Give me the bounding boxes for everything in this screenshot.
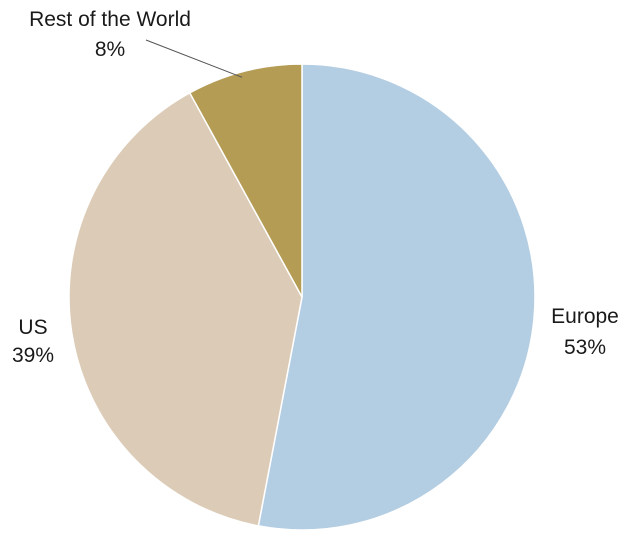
- pie-slice-rest-of-the-world: [188, 63, 303, 298]
- pie-slices: [68, 63, 536, 531]
- leader-lines: [145, 39, 243, 78]
- pie-slice-europe: [257, 63, 536, 531]
- slice-label-rest-of-the-world: Rest of the World: [29, 8, 191, 31]
- slice-labels: Europe 53% US 39% Rest of the World 8%: [12, 8, 619, 367]
- slice-value-us: 39%: [12, 344, 54, 367]
- slice-value-rest-of-the-world: 8%: [95, 38, 125, 61]
- slice-value-europe: 53%: [564, 336, 606, 359]
- slice-label-europe: Europe: [551, 305, 619, 328]
- slice-label-us: US: [18, 316, 47, 339]
- leader-line-rest-of-the-world: [145, 39, 243, 78]
- pie-slice-us: [68, 91, 303, 527]
